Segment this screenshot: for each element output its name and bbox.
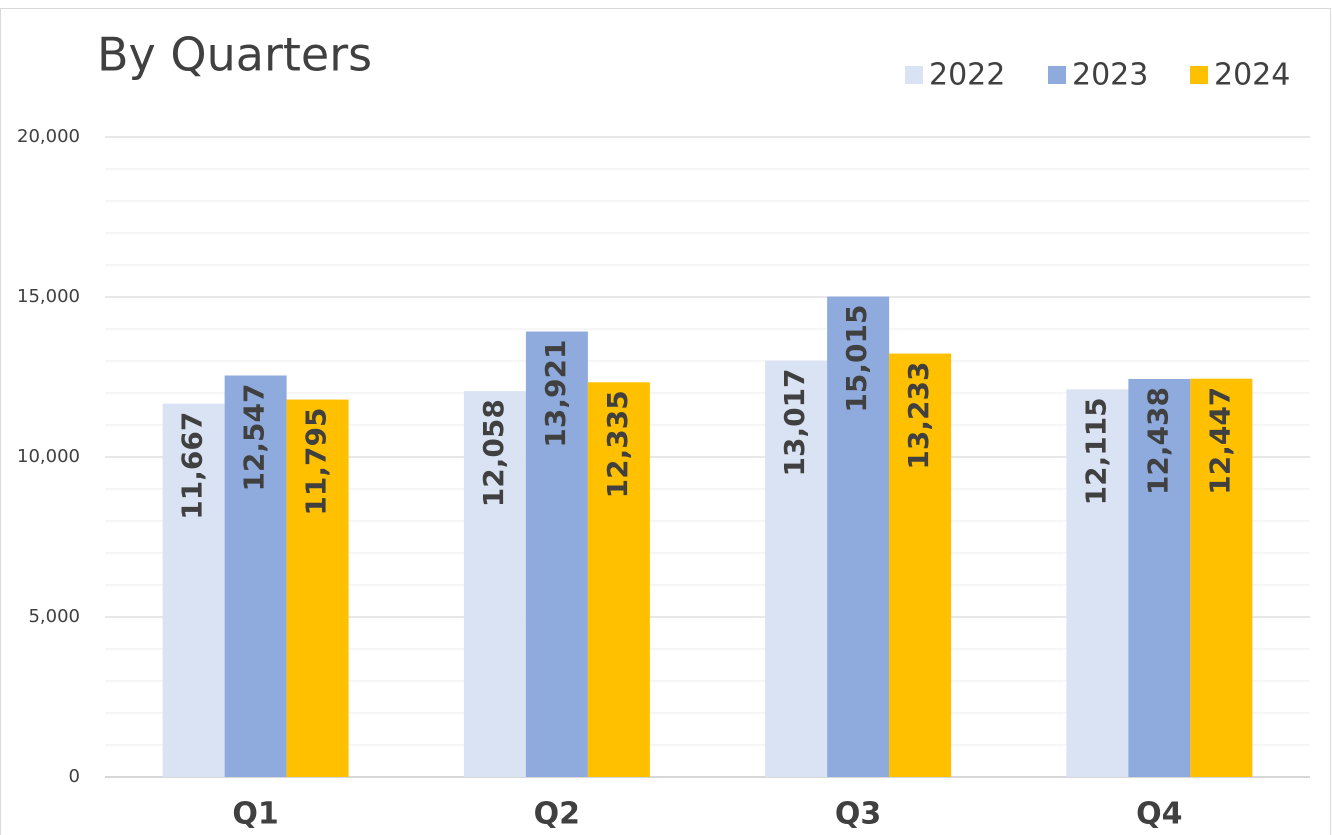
data-label: 13,921 (539, 340, 572, 448)
x-tick-label: Q4 (1136, 797, 1182, 832)
bar (1128, 378, 1191, 777)
data-label: 13,017 (778, 368, 811, 476)
y-tick-label: 5,000 (28, 606, 80, 627)
y-tick-label: 10,000 (17, 446, 80, 467)
bar (162, 403, 225, 777)
bar (525, 331, 588, 777)
data-label: 12,115 (1079, 397, 1112, 505)
y-tick-label: 0 (69, 766, 80, 787)
y-tick-label: 20,000 (17, 126, 80, 147)
data-label: 12,547 (238, 383, 271, 491)
legend-swatch (1190, 66, 1208, 84)
data-label: 11,667 (176, 412, 209, 520)
x-tick-label: Q1 (232, 797, 278, 832)
data-label: 12,447 (1203, 387, 1236, 495)
bar (889, 353, 952, 777)
bar (765, 360, 828, 777)
bar (463, 391, 526, 777)
x-tick-label: Q2 (534, 797, 580, 832)
bar (587, 382, 650, 777)
bar (1066, 389, 1129, 777)
data-label: 13,233 (902, 362, 935, 470)
bar (1190, 378, 1253, 777)
data-label: 12,058 (477, 399, 510, 507)
legend-label: 2024 (1214, 58, 1290, 93)
bar (224, 375, 287, 777)
legend-swatch (1048, 66, 1066, 84)
data-label: 15,015 (840, 305, 873, 413)
data-label: 12,438 (1141, 387, 1174, 495)
legend-label: 2022 (929, 58, 1005, 93)
chart-title: By Quarters (97, 28, 372, 82)
data-label: 11,795 (300, 408, 333, 516)
bar (827, 296, 890, 777)
legend-swatch (905, 66, 923, 84)
legend-label: 2023 (1072, 58, 1148, 93)
bar (286, 399, 349, 777)
x-tick-label: Q3 (835, 797, 881, 832)
data-label: 12,335 (601, 390, 634, 498)
y-tick-label: 15,000 (17, 286, 80, 307)
